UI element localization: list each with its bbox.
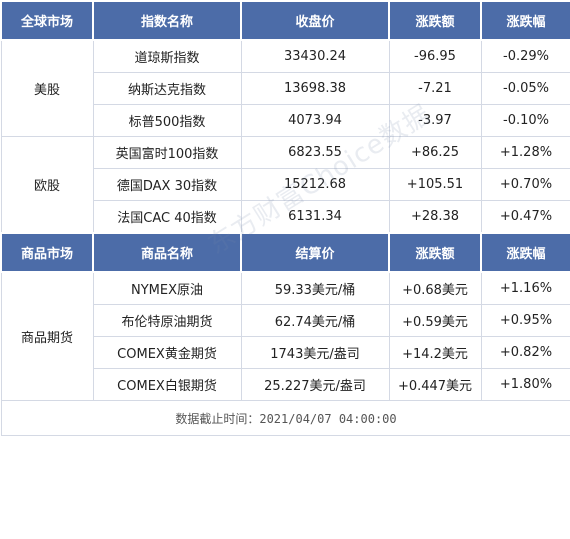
- header-cell: 商品名称: [92, 232, 242, 273]
- change-percent: +1.80%: [480, 368, 570, 401]
- commodity-name: COMEX黄金期货: [92, 336, 242, 369]
- header-cell: 涨跌额: [388, 232, 482, 273]
- close-price: 13698.38: [240, 72, 390, 105]
- header-cell: 全球市场: [0, 0, 94, 41]
- commodity-header-row: 商品市场 商品名称 结算价 涨跌额 涨跌幅: [0, 232, 570, 273]
- change-percent: +1.16%: [480, 271, 570, 305]
- change-amount: -96.95: [388, 39, 482, 73]
- change-percent: +0.47%: [480, 200, 570, 234]
- header-cell: 涨跌幅: [480, 0, 570, 41]
- table-row: COMEX白银期货 25.227美元/盎司 +0.447美元 +1.80%: [1, 368, 570, 401]
- header-cell: 收盘价: [240, 0, 390, 41]
- change-percent: -0.29%: [480, 39, 570, 73]
- change-amount: +105.51: [388, 168, 482, 201]
- index-name: 纳斯达克指数: [92, 72, 242, 105]
- global-market-table: 全球市场 指数名称 收盘价 涨跌额 涨跌幅 美股 道琼斯指数 33430.24 …: [0, 0, 570, 436]
- change-amount: -3.97: [388, 104, 482, 137]
- footer-row: 数据截止时间：2021/04/07 04:00:00: [0, 400, 570, 436]
- region-us: 美股: [0, 39, 94, 137]
- change-percent: +0.82%: [480, 336, 570, 369]
- change-percent: +0.95%: [480, 304, 570, 337]
- change-amount: +14.2美元: [388, 336, 482, 369]
- table-row: 美股 道琼斯指数 33430.24 -96.95 -0.29%: [0, 39, 570, 137]
- table-row: 商品期货 NYMEX原油 59.33美元/桶 +0.68美元 +1.16%: [0, 271, 570, 401]
- change-percent: +1.28%: [480, 136, 570, 169]
- data-cutoff-time: 数据截止时间：2021/04/07 04:00:00: [0, 400, 570, 436]
- change-amount: +86.25: [388, 136, 482, 169]
- header-cell: 结算价: [240, 232, 390, 273]
- index-name: 道琼斯指数: [92, 39, 242, 73]
- close-price: 33430.24: [240, 39, 390, 73]
- close-price: 6131.34: [240, 200, 390, 234]
- change-amount: +28.38: [388, 200, 482, 234]
- index-name: 法国CAC 40指数: [92, 200, 242, 234]
- region-commodity: 商品期货: [0, 271, 94, 401]
- change-percent: +0.70%: [480, 168, 570, 201]
- index-name: 标普500指数: [92, 104, 242, 137]
- header-cell: 涨跌额: [388, 0, 482, 41]
- region-eu: 欧股: [0, 136, 94, 234]
- header-cell: 涨跌幅: [480, 232, 570, 273]
- settle-price: 62.74美元/桶: [240, 304, 390, 337]
- header-cell: 指数名称: [92, 0, 242, 41]
- change-percent: -0.10%: [480, 104, 570, 137]
- change-amount: -7.21: [388, 72, 482, 105]
- table-row: 德国DAX 30指数 15212.68 +105.51 +0.70%: [1, 168, 570, 201]
- close-price: 4073.94: [240, 104, 390, 137]
- settle-price: 1743美元/盎司: [240, 336, 390, 369]
- change-percent: -0.05%: [480, 72, 570, 105]
- index-name: 德国DAX 30指数: [92, 168, 242, 201]
- commodity-name: NYMEX原油: [92, 271, 242, 305]
- table-row: 法国CAC 40指数 6131.34 +28.38 +0.47%: [1, 200, 570, 234]
- settle-price: 59.33美元/桶: [240, 271, 390, 305]
- change-amount: +0.59美元: [388, 304, 482, 337]
- commodity-name: COMEX白银期货: [92, 368, 242, 401]
- commodity-name: 布伦特原油期货: [92, 304, 242, 337]
- table-row: 纳斯达克指数 13698.38 -7.21 -0.05%: [1, 72, 570, 105]
- header-cell: 商品市场: [0, 232, 94, 273]
- close-price: 15212.68: [240, 168, 390, 201]
- index-header-row: 全球市场 指数名称 收盘价 涨跌额 涨跌幅: [0, 0, 570, 41]
- change-amount: +0.68美元: [388, 271, 482, 305]
- index-name: 英国富时100指数: [92, 136, 242, 169]
- table-row: 布伦特原油期货 62.74美元/桶 +0.59美元 +0.95%: [1, 304, 570, 337]
- settle-price: 25.227美元/盎司: [240, 368, 390, 401]
- table-row: 欧股 英国富时100指数 6823.55 +86.25 +1.28%: [0, 136, 570, 234]
- change-amount: +0.447美元: [388, 368, 482, 401]
- close-price: 6823.55: [240, 136, 390, 169]
